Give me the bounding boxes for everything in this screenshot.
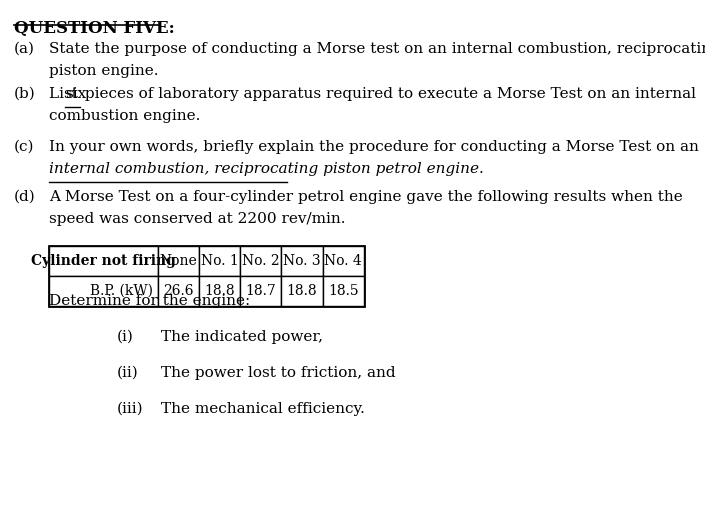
Text: No. 3: No. 3 <box>283 254 321 268</box>
Bar <box>240 276 281 306</box>
Text: (i): (i) <box>116 330 133 344</box>
Bar <box>49 246 158 276</box>
Text: (ii): (ii) <box>116 366 138 380</box>
Text: Cylinder not firing: Cylinder not firing <box>31 254 176 268</box>
Text: (b): (b) <box>13 87 35 101</box>
Bar <box>281 276 323 306</box>
Bar <box>199 246 240 276</box>
Text: QUESTION FIVE:: QUESTION FIVE: <box>13 20 174 37</box>
Text: No. 2: No. 2 <box>242 254 280 268</box>
Text: No. 1: No. 1 <box>201 254 238 268</box>
Bar <box>158 246 199 276</box>
Text: A Morse Test on a four-cylinder petrol engine gave the following results when th: A Morse Test on a four-cylinder petrol e… <box>49 190 682 204</box>
Text: six: six <box>65 87 86 101</box>
Bar <box>323 276 364 306</box>
Text: pieces of laboratory apparatus required to execute a Morse Test on an internal: pieces of laboratory apparatus required … <box>80 87 696 101</box>
Text: (iii): (iii) <box>116 402 143 416</box>
Text: The mechanical efficiency.: The mechanical efficiency. <box>161 402 365 416</box>
Text: (a): (a) <box>13 42 35 56</box>
Text: 26.6: 26.6 <box>163 284 193 298</box>
Text: No. 4: No. 4 <box>324 254 362 268</box>
Text: 18.8: 18.8 <box>204 284 235 298</box>
Text: 18.8: 18.8 <box>287 284 317 298</box>
Text: internal combustion, reciprocating piston petrol engine.: internal combustion, reciprocating pisto… <box>49 162 484 176</box>
Text: combustion engine.: combustion engine. <box>49 109 200 123</box>
Text: (d): (d) <box>13 190 35 204</box>
Text: piston engine.: piston engine. <box>49 64 159 78</box>
Text: List: List <box>49 87 82 101</box>
Text: Determine for the engine:: Determine for the engine: <box>49 294 250 308</box>
Text: The indicated power,: The indicated power, <box>161 330 324 344</box>
Bar <box>158 276 199 306</box>
Bar <box>49 246 364 306</box>
Text: State the purpose of conducting a Morse test on an internal combustion, reciproc: State the purpose of conducting a Morse … <box>49 42 705 56</box>
Text: None: None <box>159 254 197 268</box>
Bar <box>240 246 281 276</box>
Text: speed was conserved at 2200 rev/min.: speed was conserved at 2200 rev/min. <box>49 212 345 226</box>
Bar <box>49 276 158 306</box>
Text: (c): (c) <box>13 140 34 154</box>
Bar <box>323 246 364 276</box>
Text: The power lost to friction, and: The power lost to friction, and <box>161 366 396 380</box>
Bar <box>199 276 240 306</box>
Text: In your own words, briefly explain the procedure for conducting a Morse Test on : In your own words, briefly explain the p… <box>49 140 699 154</box>
Text: B.P. (kW): B.P. (kW) <box>90 284 153 298</box>
Text: 18.7: 18.7 <box>245 284 276 298</box>
Bar <box>281 246 323 276</box>
Text: 18.5: 18.5 <box>328 284 359 298</box>
